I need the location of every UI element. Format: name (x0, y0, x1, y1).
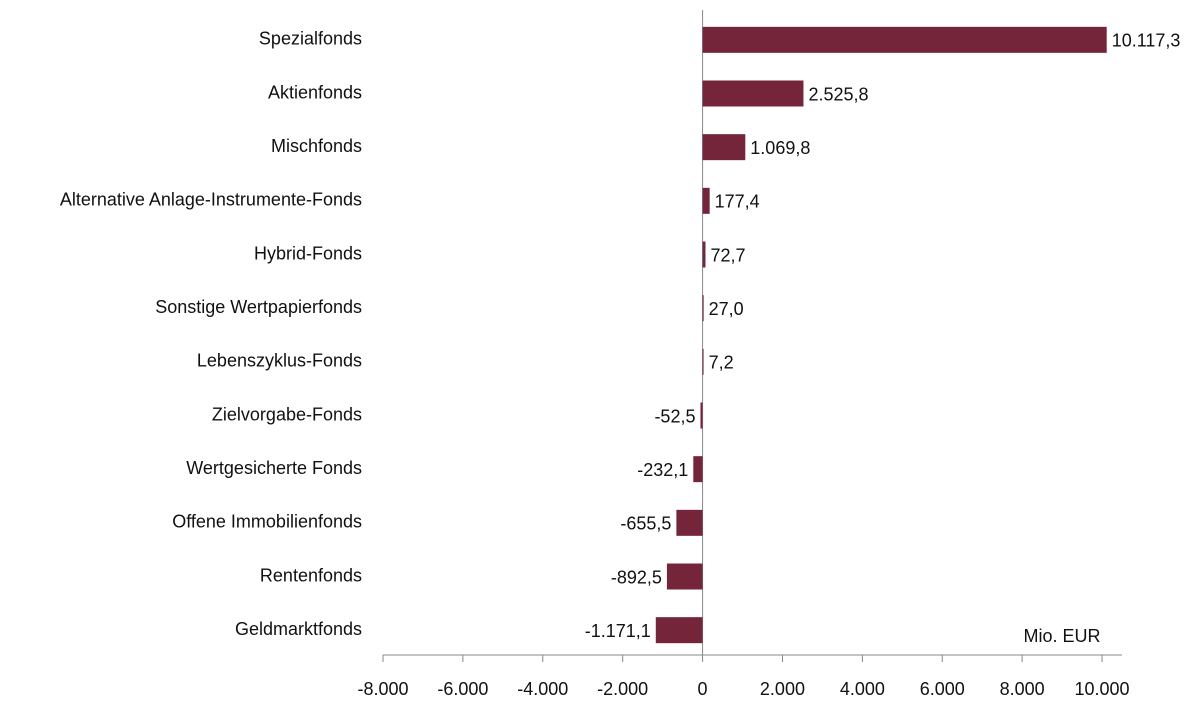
y-tick-label: Sonstige Wertpapierfonds (155, 297, 362, 317)
value-label: 7,2 (709, 353, 734, 373)
x-tick-label: -4.000 (517, 679, 568, 699)
bar (693, 456, 703, 483)
x-tick-label: 4.000 (840, 679, 885, 699)
x-tick-label: -2.000 (597, 679, 648, 699)
value-label: 1.069,8 (750, 138, 810, 158)
bar (655, 617, 703, 644)
y-tick-label: Zielvorgabe-Fonds (212, 404, 362, 424)
y-tick-label: Aktienfonds (268, 82, 362, 102)
y-tick-label: Hybrid-Fonds (254, 243, 362, 263)
y-tick-label: Offene Immobilienfonds (172, 512, 362, 532)
x-tick-label: 10.000 (1074, 679, 1129, 699)
y-tick-label: Rentenfonds (260, 565, 362, 585)
unit-label: Mio. EUR (1023, 626, 1100, 646)
value-label: 10.117,3 (1112, 31, 1181, 51)
bar (702, 134, 746, 161)
value-label: -892,5 (611, 567, 662, 587)
x-tick-label: -8.000 (357, 679, 408, 699)
x-tick-label: 6.000 (920, 679, 965, 699)
bar (676, 509, 703, 536)
y-tick-label: Alternative Anlage-Instrumente-Fonds (60, 190, 362, 210)
x-tick-label: 8.000 (1000, 679, 1045, 699)
value-label: 72,7 (710, 245, 745, 265)
x-tick-label: 0 (698, 679, 708, 699)
y-tick-label: Lebenszyklus-Fonds (197, 351, 362, 371)
y-tick-label: Geldmarktfonds (235, 619, 362, 639)
value-label: -232,1 (637, 460, 688, 480)
bar (702, 80, 804, 107)
y-tick-label: Mischfonds (271, 136, 362, 156)
y-tick-label: Wertgesicherte Fonds (186, 458, 362, 478)
x-tick-label: 2.000 (760, 679, 805, 699)
y-tick-label: Spezialfonds (259, 29, 362, 49)
value-label: 2.525,8 (808, 84, 868, 104)
value-label: 177,4 (715, 192, 760, 212)
bar (702, 295, 704, 322)
value-label: -1.171,1 (585, 621, 651, 641)
bar (702, 26, 1107, 53)
value-label: -52,5 (654, 406, 695, 426)
bar (700, 402, 703, 429)
bar (666, 563, 703, 590)
bar (702, 187, 710, 214)
bar (702, 241, 706, 268)
value-label: -655,5 (620, 514, 671, 534)
x-tick-label: -6.000 (437, 679, 488, 699)
bar (702, 348, 704, 375)
value-label: 27,0 (709, 299, 744, 319)
